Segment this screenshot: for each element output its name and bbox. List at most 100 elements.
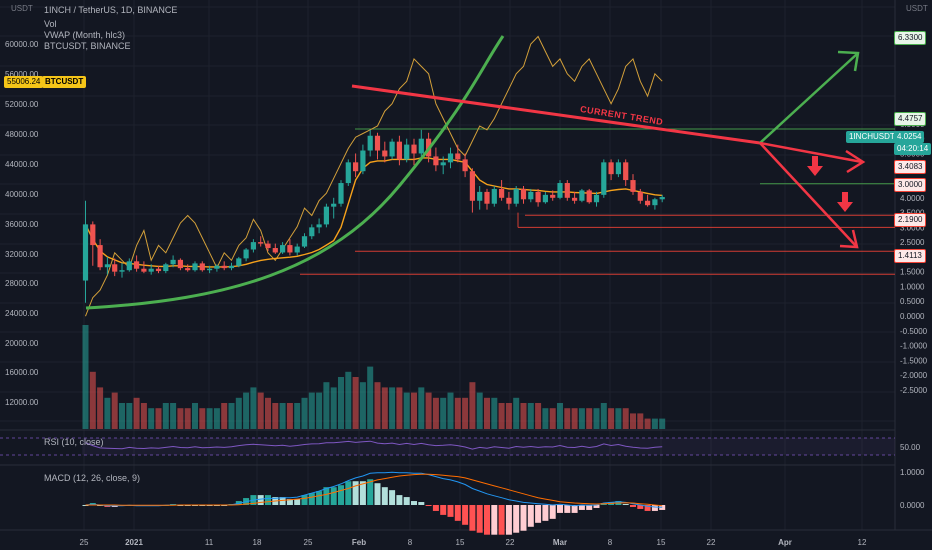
macd-histogram-bar	[323, 487, 330, 505]
volume-bar	[659, 418, 666, 429]
volume-bar	[549, 408, 556, 429]
volume-bar	[177, 408, 184, 429]
macd-histogram-bar	[330, 487, 337, 505]
symbol-title[interactable]: 1INCH / TetherUS, 1D, BINANCE	[44, 5, 178, 15]
volume-legend[interactable]: Vol	[44, 19, 57, 29]
btc-legend[interactable]: BTCUSDT, BINANCE	[44, 41, 131, 51]
candle-body	[462, 159, 468, 172]
left-axis-tick: 40000.00	[5, 190, 39, 199]
volume-bar	[257, 392, 264, 429]
right-axis-tick: 4.0000	[900, 194, 925, 203]
btc-price-line	[85, 35, 663, 317]
volume-bar	[374, 382, 381, 429]
left-axis-tick: 56000.00	[5, 70, 39, 79]
macd-histogram-bar	[425, 505, 432, 506]
volume-bar	[498, 403, 505, 429]
candle-body	[630, 180, 636, 192]
x-axis-tick: 25	[304, 538, 313, 547]
volume-bar	[600, 403, 607, 429]
candle-body	[499, 188, 505, 198]
candle-body	[301, 236, 308, 247]
vwap-legend[interactable]: VWAP (Month, hlc3)	[44, 30, 126, 40]
volume-bar	[140, 403, 147, 429]
macd-histogram-bar	[593, 505, 600, 508]
right-axis-tick: -1.5000	[900, 356, 928, 365]
macd-histogram-bar	[279, 497, 286, 505]
macd-histogram-bar	[520, 505, 527, 531]
volume-bar	[352, 377, 359, 429]
macd-histogram-bar	[440, 505, 447, 515]
right-axis-tick: 2.5000	[900, 238, 925, 247]
candle-body	[177, 259, 183, 269]
volume-bar	[338, 377, 344, 429]
level-tag-4: 3.0000	[894, 178, 927, 192]
volume-bar	[235, 397, 242, 429]
candle-body	[601, 162, 607, 195]
volume-bar	[330, 387, 337, 429]
volume-bar	[279, 403, 286, 429]
x-axis-tick: 8	[608, 538, 613, 547]
candle-body	[280, 245, 286, 253]
volume-bar	[469, 382, 476, 429]
volume-bar	[308, 392, 315, 429]
candle-body	[104, 264, 110, 268]
macd-histogram-bar	[469, 505, 476, 531]
volume-bar	[564, 408, 571, 429]
left-axis-tick: 36000.00	[5, 220, 39, 229]
level-tag-3: 3.4083	[894, 160, 927, 174]
macd-histogram-bar	[374, 483, 381, 505]
candle-body	[367, 135, 373, 151]
volume-bar	[608, 408, 615, 429]
macd-histogram-bar	[564, 505, 571, 513]
candle-body	[163, 264, 169, 272]
btc-price-tag: 55006.24	[4, 76, 44, 88]
candle-body	[535, 191, 541, 203]
macd-axis-tick: 0.0000	[900, 501, 925, 510]
volume-bar	[89, 371, 96, 429]
rsi-legend[interactable]: RSI (10, close)	[44, 437, 104, 447]
horizontal-levels	[300, 128, 895, 275]
trend-drawings	[85, 35, 866, 310]
volume-bar	[228, 403, 235, 429]
bear-arrow-head-1	[845, 149, 866, 174]
macd-histogram-bar	[403, 497, 410, 505]
macd-legend[interactable]: MACD (12, 26, close, 9)	[44, 473, 141, 483]
volume-bar	[294, 403, 301, 429]
candle-body	[287, 245, 293, 253]
volume-bar	[535, 403, 542, 429]
candle-body	[309, 227, 315, 237]
volume-bars	[82, 325, 666, 429]
candles	[82, 129, 665, 303]
volume-bar	[389, 387, 396, 429]
btc-overlay	[85, 35, 663, 317]
candle-body	[440, 162, 446, 166]
down-arrow-marker	[837, 192, 853, 212]
macd-histogram-bar	[578, 505, 585, 510]
volume-bar	[425, 392, 432, 429]
right-axis-tick: -2.5000	[900, 386, 928, 395]
volume-bar	[243, 392, 250, 429]
candle-body	[141, 268, 147, 272]
candle-body	[294, 246, 300, 253]
candle-body	[97, 245, 103, 268]
candle-body	[484, 191, 490, 204]
volume-bar	[637, 413, 644, 429]
volume-bar	[170, 403, 177, 429]
x-axis-tick: 15	[456, 538, 465, 547]
volume-bar	[403, 392, 410, 429]
x-axis-tick: 11	[205, 538, 214, 547]
macd-histogram-bar	[491, 505, 498, 535]
left-axis-tick: 52000.00	[5, 100, 39, 109]
current-trend-line	[351, 84, 761, 145]
candle-body	[258, 242, 264, 244]
volume-bar	[520, 403, 527, 429]
rsi-pane	[0, 437, 895, 456]
candle-body	[418, 138, 424, 154]
axis-labels: 60000.00 56000.00 52000.00 48000.00 44000.00…	[5, 40, 928, 547]
macd-histogram-bar	[476, 505, 483, 533]
candle-body	[214, 265, 220, 269]
current-price-tag: 4.0254	[894, 131, 925, 143]
candle-body	[411, 144, 417, 154]
rsi-axis-tick: 50.00	[900, 443, 921, 452]
